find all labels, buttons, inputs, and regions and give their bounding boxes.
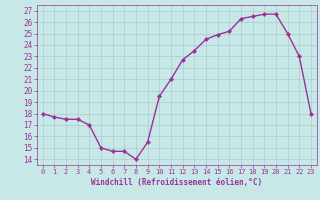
X-axis label: Windchill (Refroidissement éolien,°C): Windchill (Refroidissement éolien,°C) [91,178,262,187]
